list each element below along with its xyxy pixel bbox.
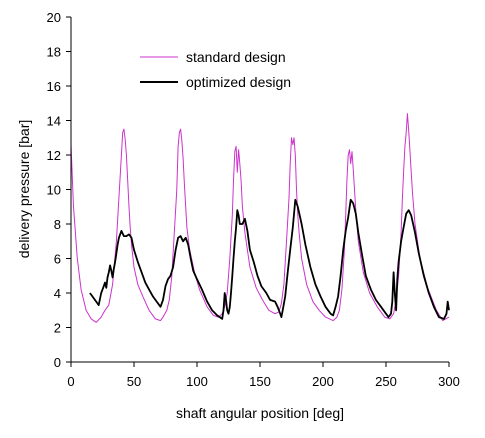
y-tick-label: 10 xyxy=(47,183,61,198)
y-tick-label: 20 xyxy=(47,10,61,25)
y-tick-label: 14 xyxy=(47,114,61,129)
x-tick-label: 300 xyxy=(438,374,460,389)
y-tick-label: 2 xyxy=(54,321,61,336)
x-tick-label: 250 xyxy=(375,374,397,389)
y-tick-label: 6 xyxy=(54,252,61,267)
y-tick-label: 18 xyxy=(47,45,61,60)
y-tick-label: 4 xyxy=(54,286,61,301)
x-axis-label: shaft angular position [deg] xyxy=(176,405,344,421)
x-tick-label: 50 xyxy=(127,374,141,389)
y-tick-label: 8 xyxy=(54,217,61,232)
x-tick-label: 0 xyxy=(67,374,74,389)
y-tick-label: 16 xyxy=(47,79,61,94)
x-tick-label: 150 xyxy=(249,374,271,389)
series-line-optimized-design xyxy=(89,198,450,320)
legend: standard design optimized design xyxy=(140,49,291,90)
plot-lines xyxy=(70,113,450,323)
y-axis-label: delivery pressure [bar] xyxy=(16,120,32,259)
x-tick-label: 100 xyxy=(186,374,208,389)
x-tick-label: 200 xyxy=(312,374,334,389)
y-tick-label: 12 xyxy=(47,148,61,163)
legend-label-optimized-design: optimized design xyxy=(186,74,291,90)
legend-label-standard-design: standard design xyxy=(186,49,286,65)
y-tick-label: 0 xyxy=(54,355,61,370)
